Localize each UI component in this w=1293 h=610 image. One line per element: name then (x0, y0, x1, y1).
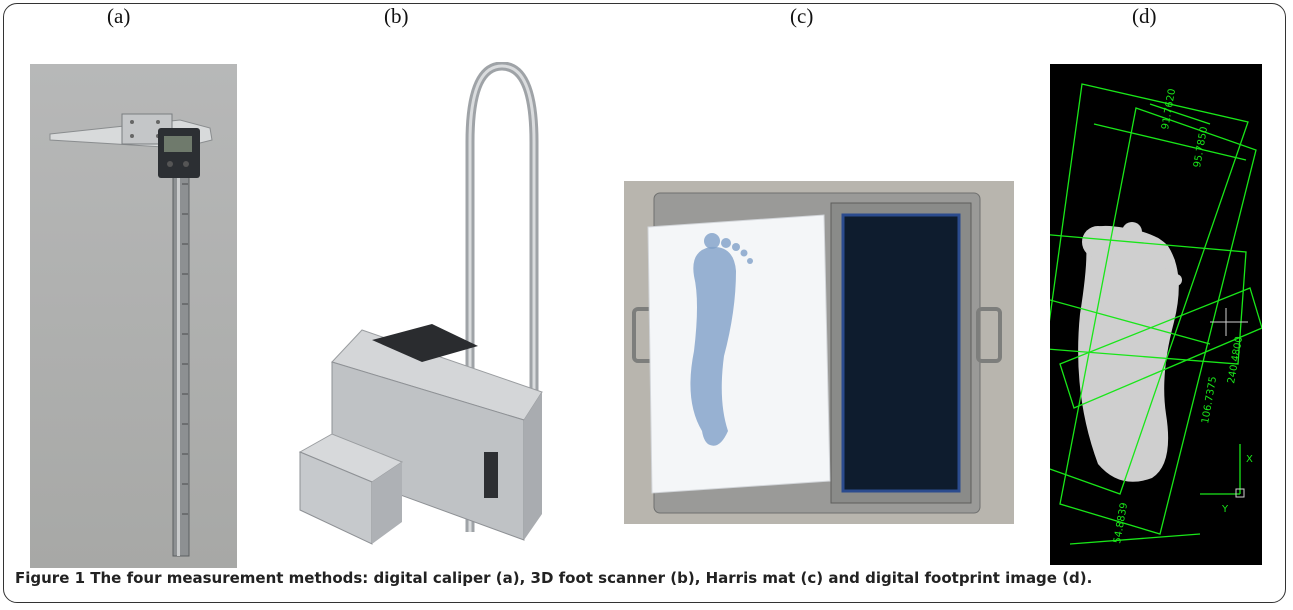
panel-label-c: (c) (790, 4, 814, 28)
caliper-photo (30, 64, 237, 568)
figure-frame (3, 3, 1286, 603)
panel-label-d: (d) (1132, 4, 1157, 28)
figure-caption: Figure 1 The four measurement methods: d… (15, 569, 1092, 587)
caliper-background (30, 64, 237, 568)
foot-scanner-photo (292, 62, 564, 568)
measurement-overlay (1050, 83, 1262, 545)
panel-label-a: (a) (107, 4, 131, 28)
harris-mat-icon (632, 192, 1002, 514)
axis-marker (1210, 308, 1248, 498)
footprint-scan-image: 91.7620 95.7850 240.4800 106.7375 54.883… (1050, 64, 1262, 565)
caliper-icon (49, 113, 213, 557)
footprint-icon (1078, 222, 1182, 482)
panel-label-b: (b) (384, 4, 409, 28)
harris-mat-photo (624, 181, 1014, 524)
foot-scanner-icon (298, 62, 543, 545)
axis-label-x: X (1246, 454, 1253, 465)
figure-caption-text: Figure 1 The four measurement methods: d… (15, 569, 1093, 587)
axis-label-y: Y (1221, 504, 1229, 515)
